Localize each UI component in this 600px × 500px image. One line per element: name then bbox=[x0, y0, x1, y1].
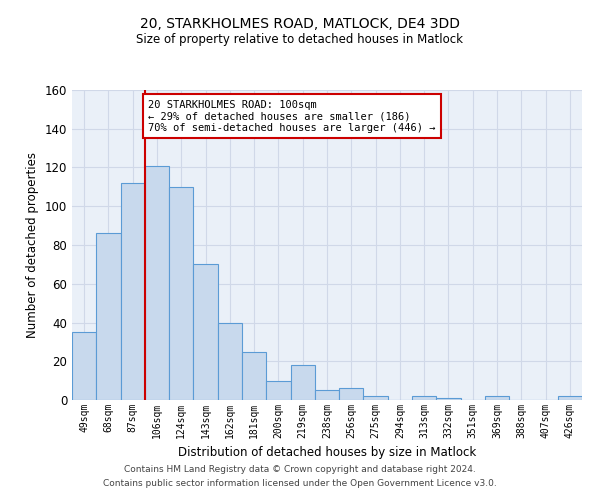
Bar bbox=[72, 332, 96, 400]
Text: Size of property relative to detached houses in Matlock: Size of property relative to detached ho… bbox=[137, 32, 464, 46]
Text: Contains HM Land Registry data © Crown copyright and database right 2024.
Contai: Contains HM Land Registry data © Crown c… bbox=[103, 466, 497, 487]
Text: 20, STARKHOLMES ROAD, MATLOCK, DE4 3DD: 20, STARKHOLMES ROAD, MATLOCK, DE4 3DD bbox=[140, 18, 460, 32]
Text: 20 STARKHOLMES ROAD: 100sqm
← 29% of detached houses are smaller (186)
70% of se: 20 STARKHOLMES ROAD: 100sqm ← 29% of det… bbox=[149, 100, 436, 133]
Bar bbox=[412, 396, 436, 400]
Bar bbox=[436, 398, 461, 400]
Bar bbox=[169, 187, 193, 400]
X-axis label: Distribution of detached houses by size in Matlock: Distribution of detached houses by size … bbox=[178, 446, 476, 460]
Bar bbox=[485, 396, 509, 400]
Bar bbox=[266, 380, 290, 400]
Bar bbox=[242, 352, 266, 400]
Bar bbox=[315, 390, 339, 400]
Bar bbox=[290, 365, 315, 400]
Bar bbox=[193, 264, 218, 400]
Y-axis label: Number of detached properties: Number of detached properties bbox=[26, 152, 39, 338]
Bar bbox=[218, 322, 242, 400]
Bar bbox=[558, 396, 582, 400]
Bar bbox=[121, 183, 145, 400]
Bar bbox=[339, 388, 364, 400]
Bar bbox=[364, 396, 388, 400]
Bar bbox=[145, 166, 169, 400]
Bar bbox=[96, 234, 121, 400]
